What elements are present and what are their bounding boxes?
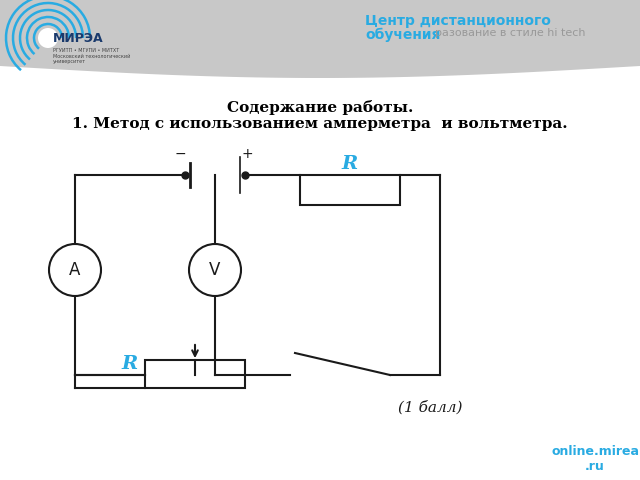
Text: R: R [122, 355, 138, 373]
Text: online.mirea: online.mirea [551, 445, 639, 458]
Bar [300, 175, 400, 205]
Circle shape [38, 28, 58, 48]
Text: МИРЭА: МИРЭА [53, 33, 104, 46]
Text: Центр дистанционного: Центр дистанционного [365, 14, 551, 28]
Text: V: V [209, 261, 221, 279]
Text: (1 балл): (1 балл) [397, 400, 462, 414]
Text: обучения: обучения [365, 28, 440, 42]
Text: Содержание работы.: Содержание работы. [227, 100, 413, 115]
Text: Московский технологический: Московский технологический [53, 53, 131, 59]
Text: .ru: .ru [585, 460, 605, 473]
Circle shape [49, 244, 101, 296]
Circle shape [189, 244, 241, 296]
Text: университет: университет [53, 60, 86, 64]
Text: +: + [241, 147, 253, 161]
Text: 1. Метод с использованием амперметра  и вольтметра.: 1. Метод с использованием амперметра и в… [72, 117, 568, 131]
Text: A: A [69, 261, 81, 279]
Polygon shape [0, 66, 640, 98]
Text: разование в стиле hi tech: разование в стиле hi tech [435, 28, 586, 38]
Text: −: − [174, 147, 186, 161]
Bar [145, 360, 245, 388]
Text: РГУИТП • МГУПИ • МИТХТ: РГУИТП • МГУПИ • МИТХТ [53, 48, 119, 52]
Text: R: R [342, 155, 358, 173]
Bar [0, 0, 640, 78]
